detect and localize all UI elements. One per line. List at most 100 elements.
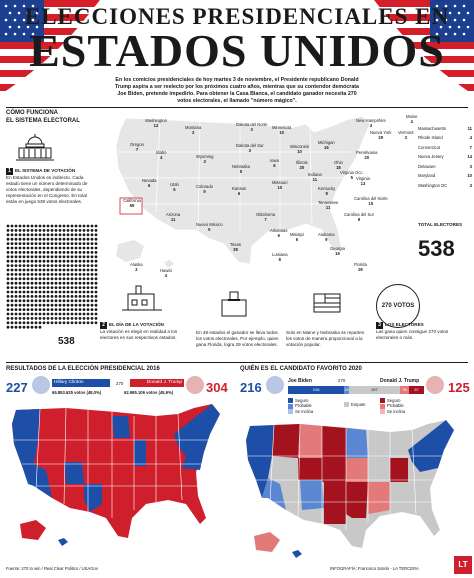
elector-dot bbox=[26, 224, 30, 228]
elector-dot bbox=[38, 246, 42, 250]
elector-dot bbox=[62, 299, 66, 303]
elector-dot bbox=[94, 281, 98, 285]
elector-dot bbox=[38, 290, 42, 294]
elector-dot bbox=[26, 308, 30, 311]
elector-dot bbox=[54, 281, 58, 285]
state-name: Misisipi bbox=[290, 232, 304, 237]
elector-dot bbox=[58, 259, 62, 263]
state-votes: 3 bbox=[469, 163, 472, 169]
state-name: Maryland bbox=[418, 173, 436, 179]
elector-dot bbox=[6, 229, 10, 232]
270-votes-circle: 270 VOTOS bbox=[376, 284, 420, 328]
state-label: Missouri 10 bbox=[272, 180, 288, 190]
elector-dot bbox=[30, 255, 34, 259]
elector-dot bbox=[54, 299, 58, 303]
elector-dot bbox=[18, 299, 22, 303]
elector-dot bbox=[54, 308, 58, 311]
elector-dot bbox=[54, 237, 58, 241]
state-name: Pensilvania bbox=[356, 150, 378, 155]
elector-dot bbox=[42, 290, 46, 294]
elector-dot bbox=[10, 229, 14, 232]
elector-dot bbox=[42, 303, 46, 307]
elector-dot bbox=[38, 268, 42, 272]
state-name: Georgia bbox=[330, 246, 345, 251]
elector-dot bbox=[94, 308, 98, 311]
step3-block: 3 LOS ELECTORES Las gana quien consigue 2… bbox=[376, 322, 449, 340]
elector-dot bbox=[66, 299, 70, 303]
clinton-popular: 65.853.625 votos (48,0%) bbox=[52, 390, 102, 395]
state-label: Arkansas 6 bbox=[270, 228, 287, 238]
state-name: Kansas bbox=[232, 186, 246, 191]
elector-dot bbox=[66, 233, 70, 237]
elector-dot bbox=[42, 233, 46, 237]
elector-dot bbox=[38, 321, 42, 325]
biden-ev: 216 bbox=[240, 380, 262, 395]
forecast-seg-likely-d: 16 bbox=[344, 386, 349, 394]
elector-dot bbox=[54, 321, 58, 325]
elector-dot bbox=[54, 229, 58, 232]
elector-dot bbox=[6, 290, 10, 294]
elector-dot bbox=[26, 321, 30, 325]
elector-dot bbox=[78, 321, 82, 325]
state-name: Michigan bbox=[318, 140, 335, 145]
forecast-2020-title: QUIÉN ES EL CANDIDATO FAVORITO 2020 bbox=[240, 366, 362, 372]
state-name: Wisconsin bbox=[290, 144, 310, 149]
elector-dot bbox=[86, 281, 90, 285]
elector-dot bbox=[58, 277, 62, 281]
state-name: Hawái bbox=[160, 268, 172, 273]
elector-dot bbox=[50, 308, 54, 311]
elector-dot bbox=[6, 242, 10, 245]
elector-dot bbox=[90, 290, 94, 294]
elector-dot bbox=[90, 286, 94, 289]
elector-dot bbox=[34, 303, 38, 307]
state-votes: 15 bbox=[368, 201, 374, 206]
elector-dot bbox=[70, 312, 74, 316]
elector-dot bbox=[14, 246, 18, 250]
clinton-name-bar: Hillary Clinton bbox=[52, 379, 110, 387]
elector-dot bbox=[70, 281, 74, 285]
elector-dot bbox=[42, 299, 46, 303]
elector-dot bbox=[90, 312, 94, 316]
elector-dot bbox=[78, 259, 82, 263]
elector-dot bbox=[6, 325, 10, 329]
state-label: Nebraska 5 bbox=[232, 164, 250, 174]
elector-dot bbox=[50, 251, 54, 254]
elector-dot bbox=[10, 259, 14, 263]
elector-dot bbox=[90, 317, 94, 320]
elector-dot bbox=[38, 255, 42, 259]
elector-dot bbox=[78, 273, 82, 276]
state-votes: 10 bbox=[279, 130, 284, 135]
elector-dot bbox=[62, 233, 66, 237]
state-label: Dakota del Sur 3 bbox=[236, 143, 264, 153]
elector-dot bbox=[74, 281, 78, 285]
state-name: Tennessee bbox=[318, 200, 339, 205]
elector-dot bbox=[34, 246, 38, 250]
state-name: Arkansas bbox=[270, 228, 288, 233]
state-name: Washington DC bbox=[418, 182, 448, 188]
elector-dot bbox=[6, 295, 10, 298]
elector-dot bbox=[94, 246, 98, 250]
elector-dot bbox=[6, 312, 10, 316]
elector-dot bbox=[82, 308, 86, 311]
state-name: Nueva York bbox=[370, 130, 392, 135]
elector-dot bbox=[10, 321, 14, 325]
elector-dot bbox=[62, 224, 66, 228]
elector-dot bbox=[70, 286, 74, 289]
elector-dot bbox=[54, 273, 58, 276]
elector-dot bbox=[54, 255, 58, 259]
step1-badge: 1 bbox=[6, 168, 13, 175]
forecast-seg-tossup: 197 bbox=[348, 386, 401, 394]
elector-dot bbox=[30, 277, 34, 281]
state-name: Carolina del Sur bbox=[344, 212, 375, 217]
state-name: Connecticut bbox=[418, 144, 441, 150]
elector-dot bbox=[86, 277, 90, 281]
elector-dot bbox=[86, 299, 90, 303]
state-name: Kentucky bbox=[318, 186, 336, 191]
state-label: Kansas 6 bbox=[232, 186, 246, 196]
elector-dot bbox=[18, 290, 22, 294]
state-label: Nueva York 29 bbox=[370, 130, 391, 140]
elector-dot bbox=[58, 286, 62, 289]
elector-dot bbox=[22, 321, 26, 325]
elector-dot bbox=[42, 246, 46, 250]
elector-dot bbox=[18, 286, 22, 289]
